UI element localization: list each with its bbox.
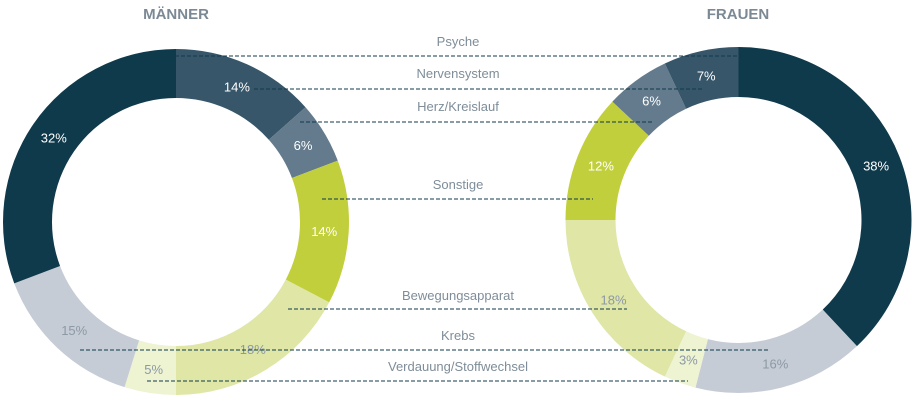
data-label: 38% bbox=[863, 159, 889, 174]
donut-segment-bewegungsapparat bbox=[176, 279, 330, 395]
legend-label-herz-kreislauf: Herz/Kreislauf bbox=[417, 99, 499, 114]
donut-segment-sonstige bbox=[565, 101, 649, 220]
data-label: 15% bbox=[61, 323, 87, 338]
data-label: 3% bbox=[679, 352, 698, 367]
data-label: 18% bbox=[240, 342, 266, 357]
title-maenner: MÄNNER bbox=[143, 6, 209, 23]
donut-segment-krebs bbox=[695, 309, 857, 393]
data-label: 16% bbox=[762, 356, 788, 371]
donut-segment-herz-kreislauf bbox=[612, 63, 687, 136]
donut-segment-nervensystem bbox=[176, 49, 306, 140]
data-label: 7% bbox=[697, 69, 716, 84]
legend-label-nervensystem: Nervensystem bbox=[416, 66, 499, 81]
legend-label-krebs: Krebs bbox=[441, 328, 475, 343]
data-label: 5% bbox=[144, 362, 163, 377]
donut-segment-krebs bbox=[14, 265, 140, 388]
donut-segment-bewegungsapparat bbox=[565, 220, 687, 377]
data-label: 6% bbox=[642, 93, 661, 108]
donut-segment-sonstige bbox=[285, 160, 349, 303]
legend-label-bewegungsapparat: Bewegungsapparat bbox=[402, 288, 514, 303]
data-label: 32% bbox=[41, 131, 67, 146]
data-label: 14% bbox=[224, 80, 250, 95]
donut-segment-psyche bbox=[3, 49, 176, 284]
legend-label-verdauung: Verdauung/Stoffwechsel bbox=[388, 359, 528, 374]
donut-segment-herz-kreislauf bbox=[268, 107, 338, 179]
data-label: 14% bbox=[311, 224, 337, 239]
donut-segment-nervensystem bbox=[664, 47, 739, 109]
data-label: 6% bbox=[294, 138, 313, 153]
data-label: 18% bbox=[601, 292, 627, 307]
data-label: 12% bbox=[588, 159, 614, 174]
donut-segment-verdauung-stoffwechsel bbox=[664, 331, 708, 388]
donut-segment-psyche bbox=[738, 47, 912, 347]
title-frauen: FRAUEN bbox=[707, 6, 770, 23]
donut-segment-verdauung-stoffwechsel bbox=[124, 340, 176, 395]
legend-label-sonstige: Sonstige bbox=[433, 177, 484, 192]
legend-label-psyche: Psyche bbox=[437, 34, 480, 49]
